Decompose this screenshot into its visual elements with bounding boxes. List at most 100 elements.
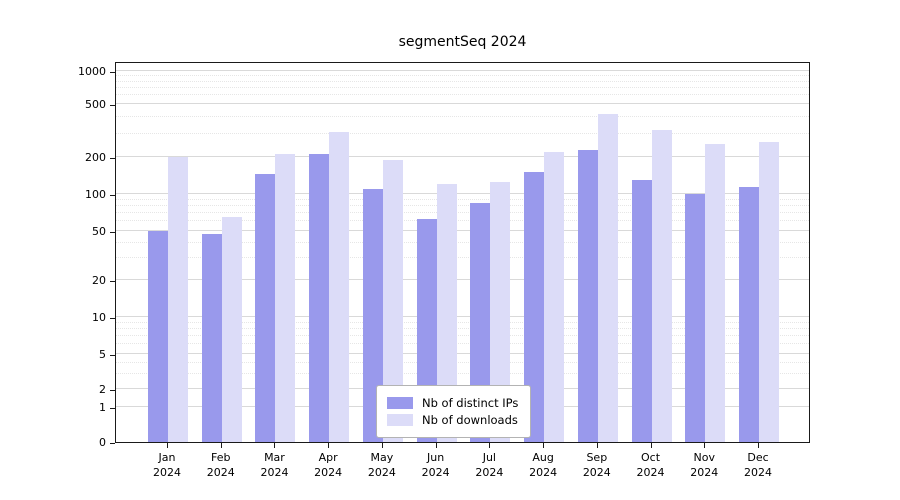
x-tick-mark	[758, 443, 759, 448]
y-tick-mark	[110, 318, 115, 319]
x-tick-label: Feb 2024	[206, 451, 235, 479]
gridline-minor	[116, 115, 809, 117]
bar-distinct-ips	[524, 172, 545, 442]
bar-downloads	[597, 114, 618, 442]
y-tick-label: 2	[99, 383, 106, 396]
y-tick-label: 1	[99, 401, 106, 414]
gridline-major	[116, 279, 809, 280]
y-tick-mark	[110, 158, 115, 159]
legend-label-downloads: Nb of downloads	[422, 413, 518, 427]
bar-downloads	[221, 217, 242, 442]
legend-label-distinct-ips: Nb of distinct IPs	[422, 396, 519, 410]
y-tick-mark	[110, 281, 115, 282]
y-tick-mark	[110, 390, 115, 391]
x-tick-label: Nov 2024	[690, 451, 719, 479]
bar-distinct-ips	[362, 188, 383, 442]
y-tick-mark	[110, 355, 115, 356]
x-tick-mark	[220, 443, 222, 448]
y-tick-mark	[110, 232, 115, 233]
x-tick-mark	[435, 443, 437, 448]
x-tick-mark	[543, 443, 545, 448]
x-tick-mark	[328, 443, 330, 448]
x-tick-label: May 2024	[367, 451, 396, 479]
y-tick-label: 20	[92, 274, 106, 287]
gridline-minor	[116, 335, 809, 337]
bar-downloads	[651, 129, 672, 442]
chart-title: segmentSeq 2024	[398, 34, 527, 50]
gridline-minor	[116, 372, 809, 374]
x-tick-label: Jun 2024	[421, 451, 450, 479]
bar-downloads	[168, 157, 188, 442]
gridline-minor	[116, 204, 809, 206]
gridline-minor	[116, 198, 809, 200]
x-tick-label: Mar 2024	[260, 451, 289, 479]
bar-downloads	[275, 154, 296, 442]
gridline-minor	[116, 361, 809, 363]
y-tick-label: 10	[92, 311, 106, 324]
gridline-major	[116, 103, 809, 104]
gridline-minor	[116, 321, 809, 323]
bar-distinct-ips	[631, 180, 652, 442]
x-tick-label: Sep 2024	[582, 451, 611, 479]
bar-downloads	[705, 144, 726, 442]
x-tick-label: Oct 2024	[636, 451, 665, 479]
plot-area: Nb of distinct IPs Nb of downloads	[115, 62, 810, 443]
x-tick-mark	[596, 443, 598, 448]
bar-distinct-ips	[739, 186, 759, 442]
gridline-major	[116, 230, 809, 231]
bar-distinct-ips	[255, 174, 276, 442]
gridline-major	[116, 193, 809, 194]
bar-downloads	[436, 184, 457, 442]
x-tick-mark	[489, 443, 491, 448]
y-tick-label: 200	[85, 151, 106, 164]
y-tick-mark	[110, 408, 115, 409]
bar-distinct-ips	[309, 154, 330, 442]
legend-swatch-distinct-ips	[387, 397, 413, 409]
bar-distinct-ips	[577, 150, 598, 442]
y-tick-mark	[110, 72, 115, 73]
y-tick-label: 0	[99, 436, 106, 449]
y-tick-label: 5	[99, 348, 106, 361]
bar-downloads	[382, 159, 403, 442]
gridline-minor	[116, 86, 809, 88]
gridline-major	[116, 316, 809, 317]
gridline-major	[116, 70, 809, 71]
gridline-minor	[116, 80, 809, 82]
x-tick-label: Jul 2024	[475, 451, 504, 479]
legend-item-downloads: Nb of downloads	[387, 413, 518, 427]
gridline-minor	[116, 343, 809, 345]
x-tick-mark	[704, 443, 706, 448]
bar-distinct-ips	[470, 202, 491, 442]
gridline-minor	[116, 94, 809, 96]
x-tick-mark	[167, 443, 168, 448]
y-tick-label: 100	[85, 188, 106, 201]
x-tick-mark	[650, 443, 652, 448]
bar-distinct-ips	[201, 234, 222, 442]
bar-downloads	[544, 151, 565, 442]
y-tick-label: 500	[85, 98, 106, 111]
gridline-minor	[116, 132, 809, 134]
legend-swatch-downloads	[387, 414, 413, 426]
x-tick-label: Dec 2024	[744, 451, 772, 479]
gridline-major	[116, 353, 809, 354]
bar-downloads	[329, 131, 350, 442]
x-tick-label: Jan 2024	[153, 451, 181, 479]
y-tick-label: 1000	[78, 65, 106, 78]
gridline-minor	[116, 241, 809, 243]
y-tick-mark	[110, 105, 115, 106]
gridline-minor	[116, 75, 809, 77]
x-tick-mark	[381, 443, 383, 448]
gridline-minor	[116, 212, 809, 214]
y-tick-label: 50	[92, 225, 106, 238]
gridline-minor	[116, 257, 809, 259]
x-tick-label: Apr 2024	[314, 451, 343, 479]
x-tick-mark	[274, 443, 276, 448]
y-tick-mark	[110, 195, 115, 196]
gridline-minor	[116, 327, 809, 329]
bar-distinct-ips	[685, 194, 706, 442]
gridline-minor	[116, 220, 809, 222]
x-tick-label: Aug 2024	[529, 451, 558, 479]
legend: Nb of distinct IPs Nb of downloads	[376, 385, 532, 438]
bar-downloads	[759, 141, 779, 442]
